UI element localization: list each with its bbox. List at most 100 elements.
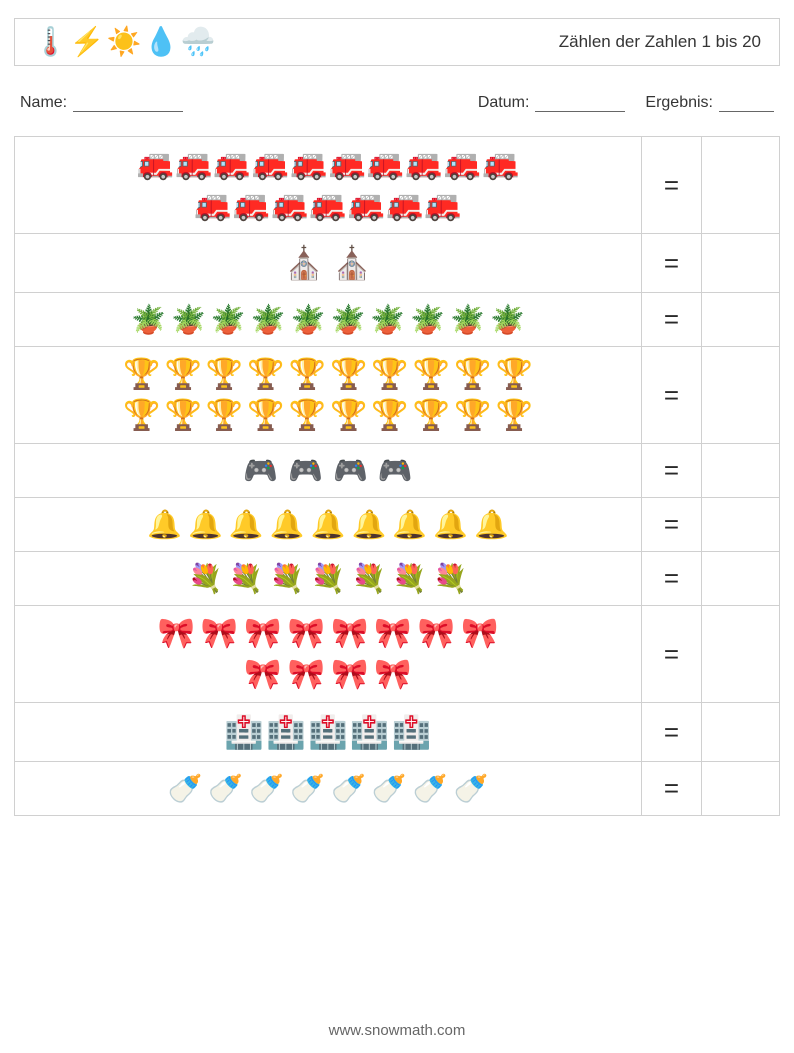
table-row: 🔔🔔🔔🔔🔔🔔🔔🔔🔔= bbox=[15, 498, 780, 552]
icons-cell: 💐💐💐💐💐💐💐 bbox=[15, 552, 642, 606]
firetruck-icon: 🚒 bbox=[194, 188, 231, 223]
bell-icon: 🔔 bbox=[433, 508, 468, 541]
equals: = bbox=[642, 347, 702, 444]
name-blank[interactable] bbox=[73, 94, 183, 112]
plant-icon: 🪴 bbox=[331, 303, 366, 336]
trophy-icon: 🏆 bbox=[206, 398, 243, 433]
firetruck-icon: 🚒 bbox=[309, 188, 346, 223]
hospital-icon: 🏥 bbox=[392, 713, 432, 751]
icons-cell: 🎀🎀🎀🎀🎀🎀🎀🎀🎀🎀🎀🎀 bbox=[15, 606, 642, 703]
equals: = bbox=[642, 137, 702, 234]
trophy-icon: 🏆 bbox=[413, 398, 450, 433]
firetruck-icon: 🚒 bbox=[348, 188, 385, 223]
date-blank[interactable] bbox=[535, 94, 625, 112]
trophy-icon: 🏆 bbox=[289, 357, 326, 392]
firetruck-icon: 🚒 bbox=[444, 147, 481, 182]
answer-cell[interactable] bbox=[702, 347, 780, 444]
table-row: ⛪⛪= bbox=[15, 234, 780, 293]
firetruck-icon: 🚒 bbox=[482, 147, 519, 182]
table-row: 🏥🏥🏥🏥🏥= bbox=[15, 703, 780, 762]
answer-cell[interactable] bbox=[702, 552, 780, 606]
bowtie-icon: 🎀 bbox=[331, 616, 368, 651]
bell-icon: 🔔 bbox=[147, 508, 182, 541]
trophy-icon: 🏆 bbox=[206, 357, 243, 392]
table-row: 🍼🍼🍼🍼🍼🍼🍼🍼= bbox=[15, 762, 780, 816]
trophy-icon: 🏆 bbox=[454, 398, 491, 433]
answer-cell[interactable] bbox=[702, 606, 780, 703]
bowtie-icon: 🎀 bbox=[288, 616, 325, 651]
bottle-icon: 🍼 bbox=[413, 772, 448, 805]
bowtie-icon: 🎀 bbox=[374, 657, 411, 692]
firetruck-icon: 🚒 bbox=[175, 147, 212, 182]
bowtie-icon: 🎀 bbox=[244, 616, 281, 651]
bowtie-icon: 🎀 bbox=[201, 616, 238, 651]
bottle-icon: 🍼 bbox=[290, 772, 325, 805]
plant-icon: 🪴 bbox=[291, 303, 326, 336]
trophy-icon: 🏆 bbox=[371, 398, 408, 433]
trophy-icon: 🏆 bbox=[165, 398, 202, 433]
plant-icon: 🪴 bbox=[370, 303, 405, 336]
result-label: Ergebnis: bbox=[645, 94, 713, 112]
counting-table: 🚒🚒🚒🚒🚒🚒🚒🚒🚒🚒🚒🚒🚒🚒🚒🚒🚒=⛪⛪=🪴🪴🪴🪴🪴🪴🪴🪴🪴🪴=🏆🏆🏆🏆🏆🏆🏆🏆… bbox=[14, 136, 780, 816]
answer-cell[interactable] bbox=[702, 137, 780, 234]
bell-icon: 🔔 bbox=[270, 508, 305, 541]
bowtie-icon: 🎀 bbox=[331, 657, 368, 692]
firetruck-icon: 🚒 bbox=[329, 147, 366, 182]
bowtie-icon: 🎀 bbox=[288, 657, 325, 692]
answer-cell[interactable] bbox=[702, 703, 780, 762]
flower-icon: 💐 bbox=[229, 562, 264, 595]
trophy-icon: 🏆 bbox=[247, 398, 284, 433]
table-row: 💐💐💐💐💐💐💐= bbox=[15, 552, 780, 606]
flower-icon: 💐 bbox=[392, 562, 427, 595]
trophy-icon: 🏆 bbox=[247, 357, 284, 392]
worksheet-header: 🌡️⚡☀️💧🌧️ Zählen der Zahlen 1 bis 20 bbox=[14, 18, 780, 66]
header-icon: ⚡ bbox=[70, 28, 105, 56]
header-icon: ☀️ bbox=[107, 28, 142, 56]
equals: = bbox=[642, 762, 702, 816]
gameboy-icon: 🎮 bbox=[243, 454, 278, 487]
icons-cell: 🍼🍼🍼🍼🍼🍼🍼🍼 bbox=[15, 762, 642, 816]
hospital-icon: 🏥 bbox=[350, 713, 390, 751]
bell-icon: 🔔 bbox=[311, 508, 346, 541]
firetruck-icon: 🚒 bbox=[233, 188, 270, 223]
flower-icon: 💐 bbox=[188, 562, 223, 595]
result-blank[interactable] bbox=[719, 94, 774, 112]
trophy-icon: 🏆 bbox=[330, 398, 367, 433]
bottle-icon: 🍼 bbox=[372, 772, 407, 805]
icons-cell: 🎮🎮🎮🎮 bbox=[15, 444, 642, 498]
table-row: 🎮🎮🎮🎮= bbox=[15, 444, 780, 498]
trophy-icon: 🏆 bbox=[495, 357, 532, 392]
hospital-icon: 🏥 bbox=[266, 713, 306, 751]
answer-cell[interactable] bbox=[702, 293, 780, 347]
bell-icon: 🔔 bbox=[229, 508, 264, 541]
answer-cell[interactable] bbox=[702, 234, 780, 293]
trophy-icon: 🏆 bbox=[123, 398, 160, 433]
bottle-icon: 🍼 bbox=[208, 772, 243, 805]
firetruck-icon: 🚒 bbox=[386, 188, 423, 223]
icons-cell: 🏥🏥🏥🏥🏥 bbox=[15, 703, 642, 762]
flower-icon: 💐 bbox=[351, 562, 386, 595]
answer-cell[interactable] bbox=[702, 498, 780, 552]
equals: = bbox=[642, 552, 702, 606]
trophy-icon: 🏆 bbox=[165, 357, 202, 392]
firetruck-icon: 🚒 bbox=[424, 188, 461, 223]
header-icon: 💧 bbox=[144, 28, 179, 56]
equals: = bbox=[642, 234, 702, 293]
student-fields: Name: Datum: Ergebnis: bbox=[14, 66, 780, 136]
bowtie-icon: 🎀 bbox=[461, 616, 498, 651]
answer-cell[interactable] bbox=[702, 444, 780, 498]
answer-cell[interactable] bbox=[702, 762, 780, 816]
equals: = bbox=[642, 703, 702, 762]
icons-cell: ⛪⛪ bbox=[15, 234, 642, 293]
flower-icon: 💐 bbox=[270, 562, 305, 595]
equals: = bbox=[642, 444, 702, 498]
icons-cell: 🚒🚒🚒🚒🚒🚒🚒🚒🚒🚒🚒🚒🚒🚒🚒🚒🚒 bbox=[15, 137, 642, 234]
name-label: Name: bbox=[20, 94, 67, 112]
icons-cell: 🏆🏆🏆🏆🏆🏆🏆🏆🏆🏆🏆🏆🏆🏆🏆🏆🏆🏆🏆🏆 bbox=[15, 347, 642, 444]
trophy-icon: 🏆 bbox=[123, 357, 160, 392]
firetruck-icon: 🚒 bbox=[290, 147, 327, 182]
gameboy-icon: 🎮 bbox=[288, 454, 323, 487]
plant-icon: 🪴 bbox=[410, 303, 445, 336]
table-row: 🎀🎀🎀🎀🎀🎀🎀🎀🎀🎀🎀🎀= bbox=[15, 606, 780, 703]
plant-icon: 🪴 bbox=[171, 303, 206, 336]
